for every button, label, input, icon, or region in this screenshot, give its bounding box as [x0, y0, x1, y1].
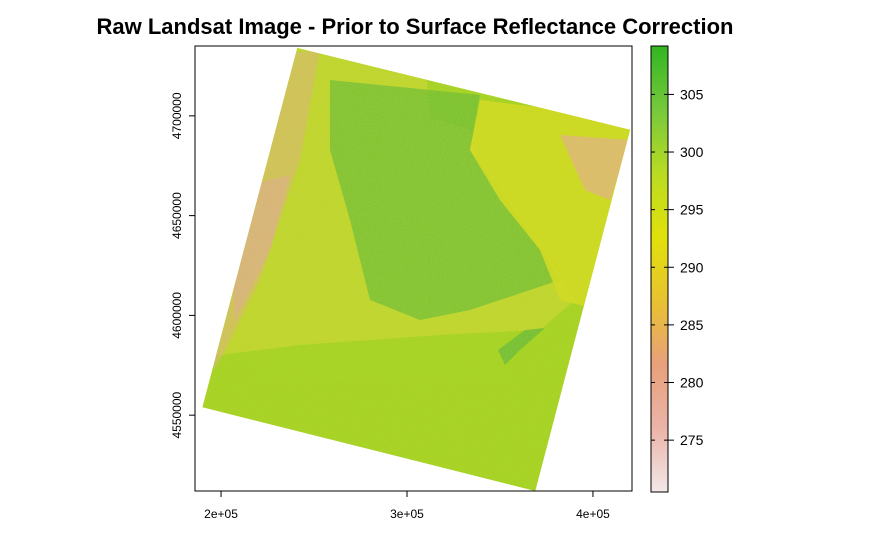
colorbar-ticks: 275 280 285 290 295 300 305 [651, 86, 704, 448]
colorbar-tick-label: 290 [680, 259, 704, 275]
colorbar-tick-label: 285 [680, 317, 704, 333]
x-tick-label: 4e+05 [576, 507, 610, 521]
x-tick-label: 3e+05 [390, 507, 424, 521]
y-tick-label: 4600000 [170, 292, 184, 339]
colorbar-tick-label: 305 [680, 86, 704, 102]
colorbar-tick-label: 280 [680, 375, 704, 391]
chart-title: Raw Landsat Image - Prior to Surface Ref… [96, 14, 734, 39]
colorbar-tick-label: 275 [680, 432, 704, 448]
y-axis: 4550000 4600000 4650000 4700000 [170, 92, 195, 439]
colorbar-gradient [650, 45, 669, 493]
y-tick-label: 4550000 [170, 391, 184, 438]
x-axis: 2e+05 3e+05 4e+05 [204, 491, 610, 521]
colorbar-tick-label: 295 [680, 202, 704, 218]
y-tick-label: 4700000 [170, 92, 184, 139]
x-tick-label: 2e+05 [204, 507, 238, 521]
colorbar-legend: 275 280 285 290 295 300 305 [650, 45, 704, 493]
plot-frame [194, 45, 633, 492]
colorbar-tick-label: 300 [680, 144, 704, 160]
y-tick-label: 4650000 [170, 192, 184, 239]
